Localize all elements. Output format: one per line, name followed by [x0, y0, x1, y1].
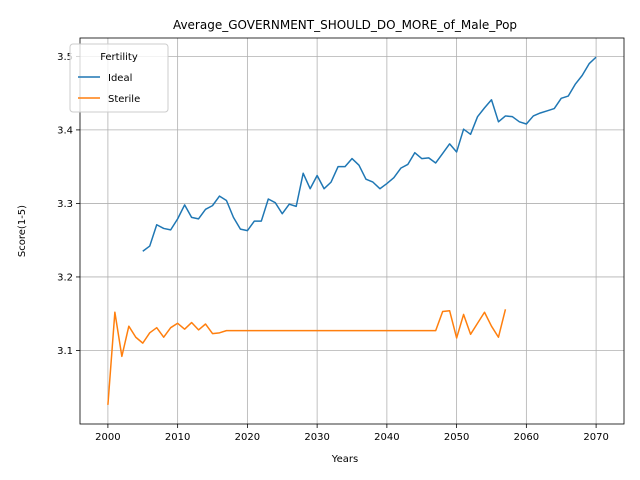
x-tick-label: 2030 [304, 432, 329, 443]
plot-frame [79, 37, 625, 425]
x-tick-label: 2040 [374, 432, 399, 443]
legend: Fertility Ideal Sterile [69, 43, 169, 113]
x-tick-label: 2060 [514, 432, 539, 443]
x-tick-label: 2070 [583, 432, 608, 443]
x-axis-label: Years [331, 454, 358, 465]
series-lines [107, 56, 597, 405]
series-line-ideal [142, 56, 597, 252]
x-tick-label: 2010 [165, 432, 190, 443]
chart-title: Average_GOVERNMENT_SHOULD_DO_MORE_of_Mal… [173, 18, 517, 32]
x-tick-label: 2050 [444, 432, 469, 443]
y-tick-label: 3.1 [57, 346, 73, 357]
legend-label-sterile: Sterile [108, 94, 140, 105]
legend-title: Fertility [100, 52, 138, 63]
y-tick-label: 3.3 [57, 199, 73, 210]
legend-box [69, 43, 169, 113]
y-tick-label: 3.2 [57, 272, 73, 283]
series-line-sterile [107, 309, 507, 405]
x-tick-label: 2020 [235, 432, 260, 443]
y-axis-ticks: 3.1 3.2 3.3 3.4 3.5 [57, 52, 80, 357]
x-axis-ticks: 2000 2010 2020 2030 2040 2050 2060 2070 [95, 424, 609, 443]
x-tick-label: 2000 [95, 432, 120, 443]
y-tick-label: 3.5 [57, 52, 73, 63]
y-tick-label: 3.4 [57, 125, 73, 136]
y-axis-label: Score(1-5) [17, 205, 28, 257]
legend-label-ideal: Ideal [108, 73, 132, 84]
